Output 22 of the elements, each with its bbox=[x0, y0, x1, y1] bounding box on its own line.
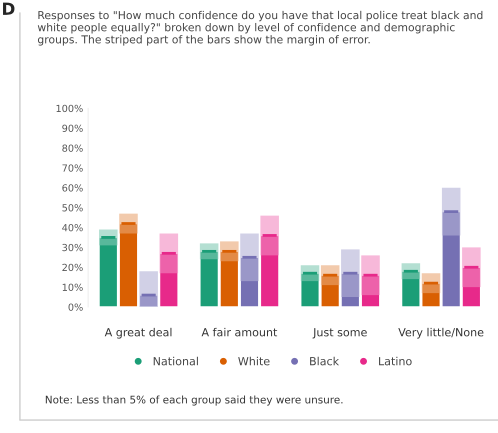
chart-title: Responses to "How much confidence do you have that local police treat black and white people equally?" broken down by level of confidence and demographic groups. The striped part of the bars show the margin of error. bbox=[38, 10, 482, 46]
y-tick-label: 50% bbox=[62, 204, 83, 212]
y-tick-label: 40% bbox=[62, 224, 83, 232]
x-tick-label: Very little/None bbox=[398, 328, 484, 339]
y-tick-label: 20% bbox=[62, 264, 83, 272]
x-tick-label: A fair amount bbox=[202, 328, 278, 336]
y-tick-label: 30% bbox=[62, 244, 83, 252]
y-tick-label: 80% bbox=[62, 144, 83, 152]
text: Note: Less than 5% of each group said they were unsure. bbox=[46, 395, 342, 406]
legend-label: National bbox=[154, 356, 198, 366]
legend-label: White bbox=[238, 356, 270, 366]
y-tick-label: 100% bbox=[56, 104, 83, 112]
x-tick-label: Just some bbox=[312, 328, 367, 338]
y-tick-label: 60% bbox=[62, 184, 83, 192]
y-tick-label: 10% bbox=[62, 284, 83, 291]
legend-label: Black bbox=[310, 356, 340, 366]
legend-label: Latino bbox=[379, 356, 412, 366]
text: D bbox=[3, 2, 14, 15]
y-tick-label: 70% bbox=[62, 164, 83, 172]
y-tick-label: 90% bbox=[62, 124, 83, 132]
x-tick-label: A great deal bbox=[104, 328, 172, 339]
y-tick-label: 0% bbox=[68, 303, 83, 311]
